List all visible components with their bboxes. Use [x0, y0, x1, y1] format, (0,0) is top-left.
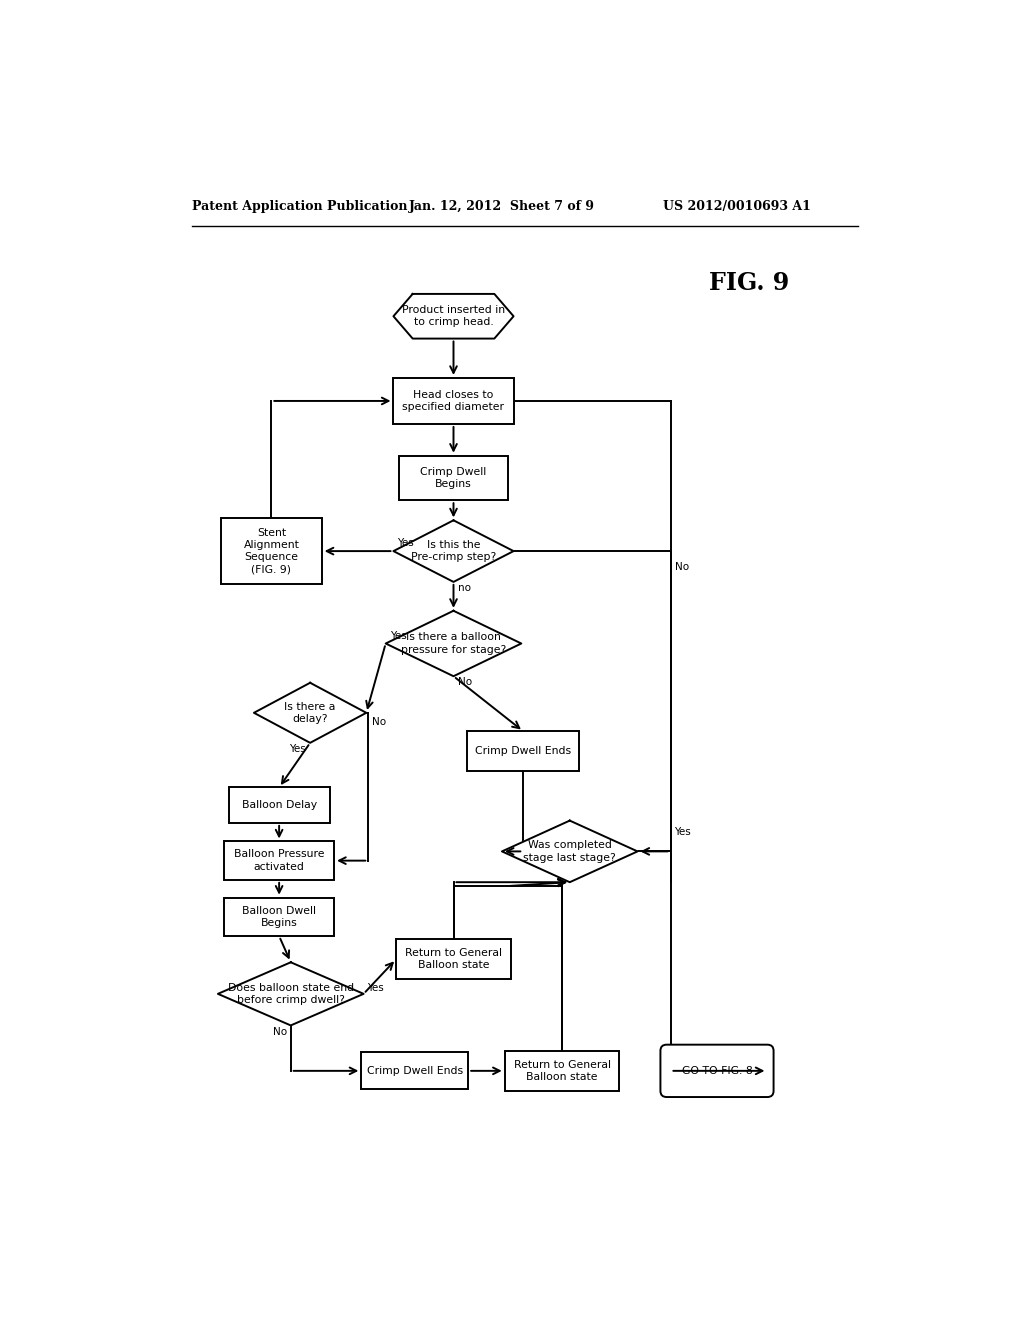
Text: No: No — [458, 677, 472, 688]
Text: Balloon Dwell
Begins: Balloon Dwell Begins — [242, 906, 316, 928]
Text: Jan. 12, 2012  Sheet 7 of 9: Jan. 12, 2012 Sheet 7 of 9 — [409, 199, 595, 213]
Text: No: No — [272, 1027, 287, 1036]
Text: Does balloon state end
before crimp dwell?: Does balloon state end before crimp dwel… — [227, 982, 354, 1005]
FancyBboxPatch shape — [393, 378, 514, 424]
FancyBboxPatch shape — [228, 788, 330, 822]
Text: Yes: Yes — [397, 539, 414, 548]
Text: US 2012/0010693 A1: US 2012/0010693 A1 — [663, 199, 811, 213]
FancyBboxPatch shape — [660, 1044, 773, 1097]
Polygon shape — [254, 682, 367, 743]
Polygon shape — [386, 611, 521, 676]
Text: Product inserted in
to crimp head.: Product inserted in to crimp head. — [402, 305, 505, 327]
Polygon shape — [393, 520, 514, 582]
Polygon shape — [218, 962, 364, 1026]
Text: no: no — [458, 583, 471, 593]
FancyBboxPatch shape — [224, 898, 334, 936]
Text: Is this the
Pre-crimp step?: Is this the Pre-crimp step? — [411, 540, 496, 562]
Text: Stent
Alignment
Sequence
(FIG. 9): Stent Alignment Sequence (FIG. 9) — [244, 528, 299, 574]
Polygon shape — [502, 821, 638, 882]
Text: Yes: Yes — [368, 982, 384, 993]
Polygon shape — [393, 294, 514, 339]
FancyBboxPatch shape — [224, 841, 334, 880]
FancyBboxPatch shape — [396, 940, 511, 979]
Text: Return to General
Balloon state: Return to General Balloon state — [406, 948, 502, 970]
FancyBboxPatch shape — [399, 455, 508, 500]
Text: Is there a balloon
pressure for stage?: Is there a balloon pressure for stage? — [400, 632, 506, 655]
Text: Yes: Yes — [290, 744, 306, 754]
Text: Return to General
Balloon state: Return to General Balloon state — [513, 1060, 610, 1082]
FancyBboxPatch shape — [221, 519, 322, 583]
Text: Crimp Dwell Ends: Crimp Dwell Ends — [475, 746, 571, 756]
Text: GO TO FIG. 8: GO TO FIG. 8 — [682, 1065, 753, 1076]
Text: Yes: Yes — [675, 828, 691, 837]
Text: FIG. 9: FIG. 9 — [710, 271, 790, 296]
Text: Balloon Delay: Balloon Delay — [242, 800, 316, 810]
Text: Crimp Dwell Ends: Crimp Dwell Ends — [367, 1065, 463, 1076]
FancyBboxPatch shape — [361, 1052, 468, 1089]
FancyBboxPatch shape — [505, 1051, 620, 1090]
Text: Patent Application Publication: Patent Application Publication — [191, 199, 408, 213]
Text: Balloon Pressure
activated: Balloon Pressure activated — [233, 850, 325, 871]
FancyBboxPatch shape — [467, 731, 580, 771]
Text: Is there a
delay?: Is there a delay? — [285, 702, 336, 723]
Text: Head closes to
specified diameter: Head closes to specified diameter — [402, 389, 505, 412]
Text: Was completed
stage last stage?: Was completed stage last stage? — [523, 841, 616, 862]
Text: No: No — [675, 561, 689, 572]
Text: Crimp Dwell
Begins: Crimp Dwell Begins — [421, 467, 486, 490]
Text: No: No — [372, 717, 386, 727]
Text: Yes: Yes — [389, 631, 407, 640]
